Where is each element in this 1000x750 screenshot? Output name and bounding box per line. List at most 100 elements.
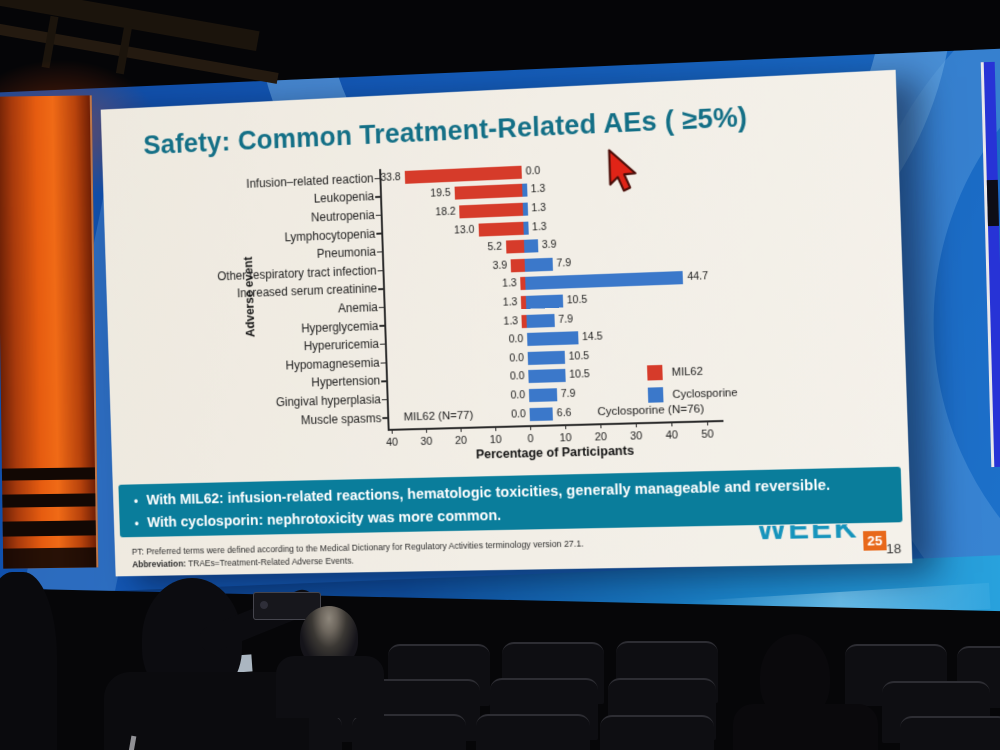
legend-label: Cyclosporine bbox=[672, 386, 738, 401]
x-axis-tick-label: 0 bbox=[527, 433, 534, 446]
value-label-mil62: 3.9 bbox=[492, 259, 508, 272]
value-label-mil62: 18.2 bbox=[435, 205, 456, 219]
x-axis-tick bbox=[460, 426, 463, 432]
bullet-icon: • bbox=[134, 516, 139, 531]
value-label-mil62: 0.0 bbox=[509, 351, 525, 365]
value-label-cyclosporine: 1.3 bbox=[531, 220, 547, 234]
chair bbox=[600, 715, 714, 750]
x-axis-tick bbox=[391, 428, 394, 434]
x-axis-tick-label: 30 bbox=[629, 430, 643, 443]
chair bbox=[476, 714, 590, 750]
bar-cyclosporine bbox=[522, 183, 528, 198]
value-label-mil62: 1.3 bbox=[502, 296, 518, 309]
category-label: Gingival hyperplasia bbox=[275, 392, 382, 410]
category-label: Hypomagnesemia bbox=[285, 355, 380, 373]
bar-cyclosporine bbox=[522, 202, 528, 216]
slide: Safety: Common Treatment-Related AEs ( ≥… bbox=[101, 70, 913, 577]
bar-mil62 bbox=[404, 165, 522, 184]
bar-cyclosporine bbox=[524, 257, 553, 272]
value-label-cyclosporine: 10.5 bbox=[569, 368, 591, 382]
bar-cyclosporine bbox=[528, 369, 566, 384]
value-label-cyclosporine: 6.6 bbox=[556, 406, 572, 419]
logo-year-badge: 25 bbox=[862, 530, 887, 551]
category-label: Other respiratory tract infection bbox=[217, 263, 377, 284]
value-label-cyclosporine: 1.3 bbox=[530, 183, 546, 196]
value-label-mil62: 5.2 bbox=[487, 240, 503, 254]
value-label-mil62: 13.0 bbox=[453, 223, 475, 237]
x-axis-tick-label: 10 bbox=[559, 432, 572, 445]
gray-haired-attendee-body bbox=[276, 656, 384, 718]
bar-cyclosporine bbox=[525, 294, 563, 309]
value-label-cyclosporine: 0.0 bbox=[525, 164, 541, 178]
value-label-mil62: 1.3 bbox=[502, 277, 518, 291]
value-label-cyclosporine: 10.5 bbox=[566, 293, 588, 307]
smartphone bbox=[253, 592, 321, 620]
y-axis-line bbox=[379, 169, 390, 429]
value-label-mil62: 0.0 bbox=[510, 407, 526, 421]
banner-slat bbox=[2, 520, 96, 537]
bar-cyclosporine bbox=[523, 221, 529, 235]
orange-side-screen bbox=[0, 95, 99, 569]
value-label-cyclosporine: 14.5 bbox=[581, 330, 603, 344]
bar-mil62 bbox=[454, 184, 523, 201]
x-axis-tick bbox=[495, 426, 497, 432]
chair bbox=[352, 714, 466, 750]
value-label-cyclosporine: 3.9 bbox=[541, 238, 557, 252]
category-label: Anemia bbox=[337, 300, 379, 316]
category-label: Muscle spasms bbox=[300, 410, 382, 427]
banner-slat bbox=[1, 467, 96, 481]
bar-mil62 bbox=[505, 239, 525, 254]
x-axis-tick-label: 30 bbox=[420, 435, 433, 448]
slide-page-number: 18 bbox=[885, 540, 902, 557]
chart-legend: MIL62 Cyclosporine bbox=[647, 363, 738, 403]
x-axis-tick bbox=[671, 421, 673, 427]
value-label-mil62: 0.0 bbox=[508, 333, 524, 346]
legend-swatch-blue bbox=[647, 387, 664, 403]
legend-swatch-red bbox=[647, 364, 663, 381]
category-label: Increased serum creatinine bbox=[236, 281, 378, 301]
bar-cyclosporine bbox=[526, 313, 555, 328]
banner-slat bbox=[3, 547, 97, 569]
value-label-cyclosporine: 44.7 bbox=[687, 270, 709, 284]
value-label-mil62: 33.8 bbox=[380, 170, 401, 184]
adjacent-screen-content bbox=[986, 179, 999, 227]
presentation-screen: Safety: Common Treatment-Related AEs ( ≥… bbox=[100, 69, 913, 577]
value-label-mil62: 0.0 bbox=[510, 389, 526, 402]
x-axis-tick bbox=[635, 422, 638, 428]
kidney-week-logo: WEEK 25 bbox=[757, 516, 894, 559]
red-cursor-pointer bbox=[607, 147, 639, 195]
x-axis-tick bbox=[425, 427, 428, 433]
x-axis-tick-label: 20 bbox=[454, 434, 468, 448]
x-axis-tick bbox=[707, 420, 709, 426]
bar-cyclosporine bbox=[527, 350, 565, 365]
attendee-body bbox=[733, 704, 878, 750]
audience-member-silhouette bbox=[0, 572, 57, 750]
ceiling-truss bbox=[0, 0, 260, 52]
category-label: Hyperglycemia bbox=[300, 318, 379, 336]
legend-label: MIL62 bbox=[671, 365, 704, 379]
bar-mil62 bbox=[510, 258, 525, 273]
x-axis-tick-label: 20 bbox=[594, 431, 608, 444]
photographer-body bbox=[104, 672, 309, 750]
bullet-icon: • bbox=[133, 494, 139, 508]
x-axis-tick-label: 40 bbox=[665, 429, 679, 442]
bar-mil62 bbox=[478, 221, 524, 237]
banner-slat bbox=[2, 493, 96, 508]
phone-camera-icon bbox=[260, 601, 268, 609]
bar-cyclosporine bbox=[527, 331, 579, 347]
x-axis-tick bbox=[530, 425, 532, 431]
category-label: Hyperuricemia bbox=[303, 337, 380, 354]
legend-item-cyclosporine: Cyclosporine bbox=[647, 385, 738, 403]
bar-mil62 bbox=[459, 202, 524, 219]
category-label: Hypertension bbox=[311, 373, 381, 390]
value-label-cyclosporine: 7.9 bbox=[560, 387, 576, 401]
x-axis-tick bbox=[600, 423, 602, 429]
value-label-mil62: 19.5 bbox=[430, 187, 451, 201]
x-axis-tick-label: 50 bbox=[701, 428, 714, 441]
legend-item-mil62: MIL62 bbox=[647, 363, 737, 381]
value-label-cyclosporine: 7.9 bbox=[556, 256, 572, 270]
bar-cyclosporine bbox=[529, 407, 554, 421]
bar-cyclosporine bbox=[525, 271, 684, 291]
bar-cyclosporine bbox=[528, 388, 557, 403]
